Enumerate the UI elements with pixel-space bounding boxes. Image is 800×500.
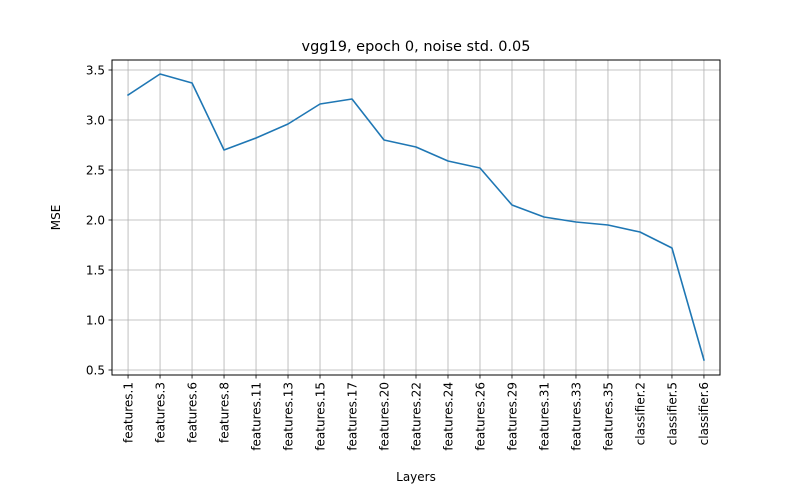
series-line-group: [126, 73, 705, 361]
x-axis-ticks: features.1 features.3 features.6 features.8…: [121, 375, 711, 451]
y-axis-ticks: 0.5 1.0 1.5 2.0 2.5 3.0 3.5: [86, 63, 112, 377]
x-tick-label: features.1: [121, 382, 135, 443]
x-tick-label: features.17: [345, 382, 359, 451]
chart-title: vgg19, epoch 0, noise std. 0.05: [302, 39, 531, 55]
x-tick-label: features.15: [313, 382, 327, 451]
x-axis-label: Layers: [396, 470, 436, 484]
x-tick-label: features.6: [185, 382, 199, 443]
x-tick-label: classifier.6: [697, 382, 711, 445]
x-tick-label: features.11: [249, 382, 263, 451]
y-tick-label: 3.0: [86, 113, 105, 127]
y-tick-label: 1.5: [86, 263, 105, 277]
x-tick-label: features.31: [537, 382, 551, 451]
y-axis-label: MSE: [49, 205, 63, 231]
x-tick-label: features.24: [441, 382, 455, 451]
grid-lines: [112, 60, 720, 375]
y-tick-label: 0.5: [86, 363, 105, 377]
y-tick-label: 2.5: [86, 163, 105, 177]
x-tick-label: classifier.2: [633, 382, 647, 445]
x-tick-label: features.33: [569, 382, 583, 451]
x-tick-label: features.26: [473, 382, 487, 451]
x-tick-label: features.35: [601, 382, 615, 451]
y-tick-label: 3.5: [86, 63, 105, 77]
x-tick-label: features.22: [409, 382, 423, 451]
x-tick-label: features.8: [217, 382, 231, 443]
y-tick-label: 2.0: [86, 213, 105, 227]
x-tick-label: features.20: [377, 382, 391, 451]
x-tick-label: features.3: [153, 382, 167, 443]
x-tick-label: features.29: [505, 382, 519, 451]
x-tick-label: classifier.5: [665, 382, 679, 445]
series-line: [126, 73, 705, 361]
x-tick-label: features.13: [281, 382, 295, 451]
y-tick-label: 1.0: [86, 313, 105, 327]
